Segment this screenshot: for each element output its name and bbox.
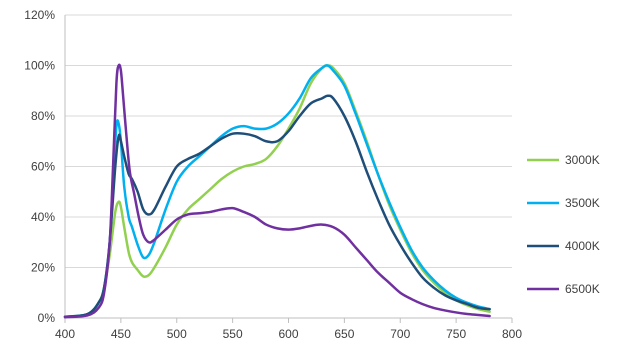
y-tick-label: 0%: [38, 311, 56, 325]
series-line-6500k: [63, 63, 491, 319]
x-tick-label: 450: [111, 327, 131, 341]
x-tick-label: 550: [223, 327, 243, 341]
y-tick-label: 120%: [24, 8, 55, 22]
y-axis-tick-labels: 0% 20% 40% 60% 80% 100% 120%: [24, 8, 55, 325]
x-tick-label: 750: [446, 327, 466, 341]
y-tick-label: 60%: [31, 160, 55, 174]
series-line-4000k: [63, 94, 491, 318]
legend-label-6500k: 6500K: [565, 282, 600, 296]
y-tick-label: 80%: [31, 109, 55, 123]
legend-label-3000k: 3000K: [565, 153, 600, 167]
x-tick-label: 650: [334, 327, 354, 341]
axes: [64, 15, 513, 323]
y-tick-label: 100%: [24, 59, 55, 73]
series-lines: [63, 63, 491, 319]
legend-label-3500k: 3500K: [565, 196, 600, 210]
x-tick-label: 400: [55, 327, 75, 341]
legend-label-4000k: 4000K: [565, 239, 600, 253]
x-tick-label: 700: [390, 327, 410, 341]
x-axis-tick-labels: 400 450 500 550 600 650 700 750 800: [55, 327, 522, 341]
series-line-3000k: [63, 64, 491, 318]
x-tick-label: 600: [278, 327, 298, 341]
y-tick-label: 20%: [31, 261, 55, 275]
series-line-3500k: [63, 64, 491, 318]
x-tick-label: 500: [167, 327, 187, 341]
y-tick-label: 40%: [31, 210, 55, 224]
legend: 3000K 3500K 4000K 6500K: [527, 153, 600, 296]
x-tick-label: 800: [502, 327, 522, 341]
